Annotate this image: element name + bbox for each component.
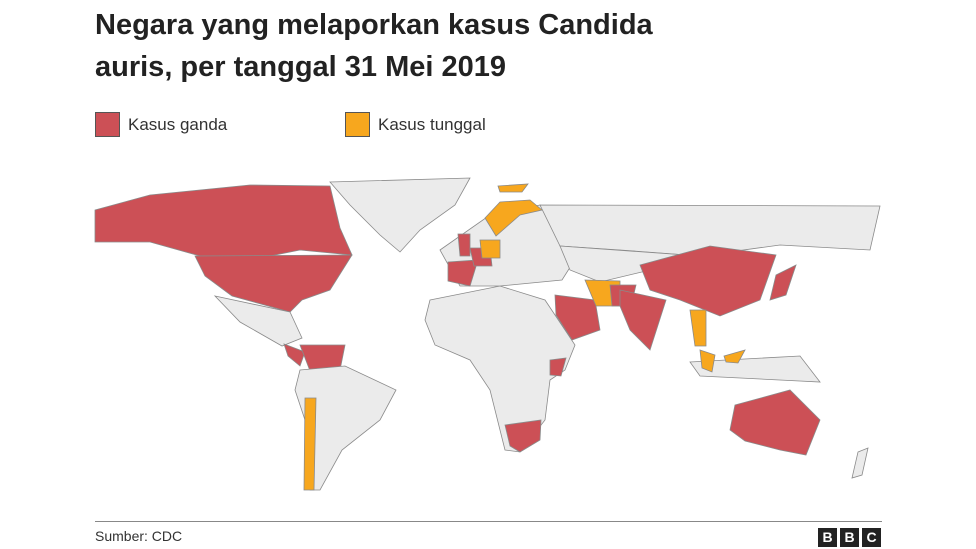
logo-letter: B bbox=[840, 528, 859, 547]
logo-letter: B bbox=[818, 528, 837, 547]
title: Negara yang melaporkan kasus Candida aur… bbox=[95, 4, 653, 88]
greenland bbox=[329, 177, 471, 253]
borneo-malaysia bbox=[723, 349, 746, 364]
title-line: Negara yang melaporkan kasus Candida bbox=[95, 9, 653, 41]
title-line: auris, per tanggal 31 Mei 2019 bbox=[95, 51, 507, 83]
saudi-arabia bbox=[554, 294, 601, 341]
chile bbox=[303, 397, 317, 491]
logo: B B C bbox=[818, 528, 881, 547]
legend-label: Kasus tunggal bbox=[378, 114, 486, 134]
footer-rule bbox=[95, 521, 882, 522]
legend-item: Kasus tunggal bbox=[345, 112, 486, 137]
legend-label: Kasus ganda bbox=[128, 114, 228, 134]
japan bbox=[769, 264, 797, 301]
thailand bbox=[689, 309, 707, 347]
kenya bbox=[549, 357, 567, 377]
indonesia bbox=[689, 355, 821, 383]
usa bbox=[194, 254, 353, 313]
spain bbox=[447, 259, 479, 287]
china bbox=[639, 245, 777, 317]
mexico bbox=[213, 295, 303, 347]
malaysia bbox=[699, 349, 716, 373]
germany bbox=[479, 239, 501, 259]
iceland bbox=[497, 183, 529, 193]
australia bbox=[729, 389, 821, 456]
uk bbox=[457, 233, 471, 257]
source: Sumber: CDC bbox=[95, 528, 183, 544]
legend-item: Kasus ganda bbox=[95, 112, 227, 137]
central-america bbox=[283, 343, 306, 367]
south-america bbox=[294, 365, 397, 491]
legend-swatch bbox=[345, 112, 370, 137]
india bbox=[619, 289, 667, 351]
logo-letter: C bbox=[862, 528, 881, 547]
canada bbox=[94, 184, 353, 257]
south-africa bbox=[504, 419, 542, 453]
central-asia bbox=[559, 245, 701, 283]
legend-swatch bbox=[95, 112, 120, 137]
new-zealand bbox=[851, 447, 869, 479]
